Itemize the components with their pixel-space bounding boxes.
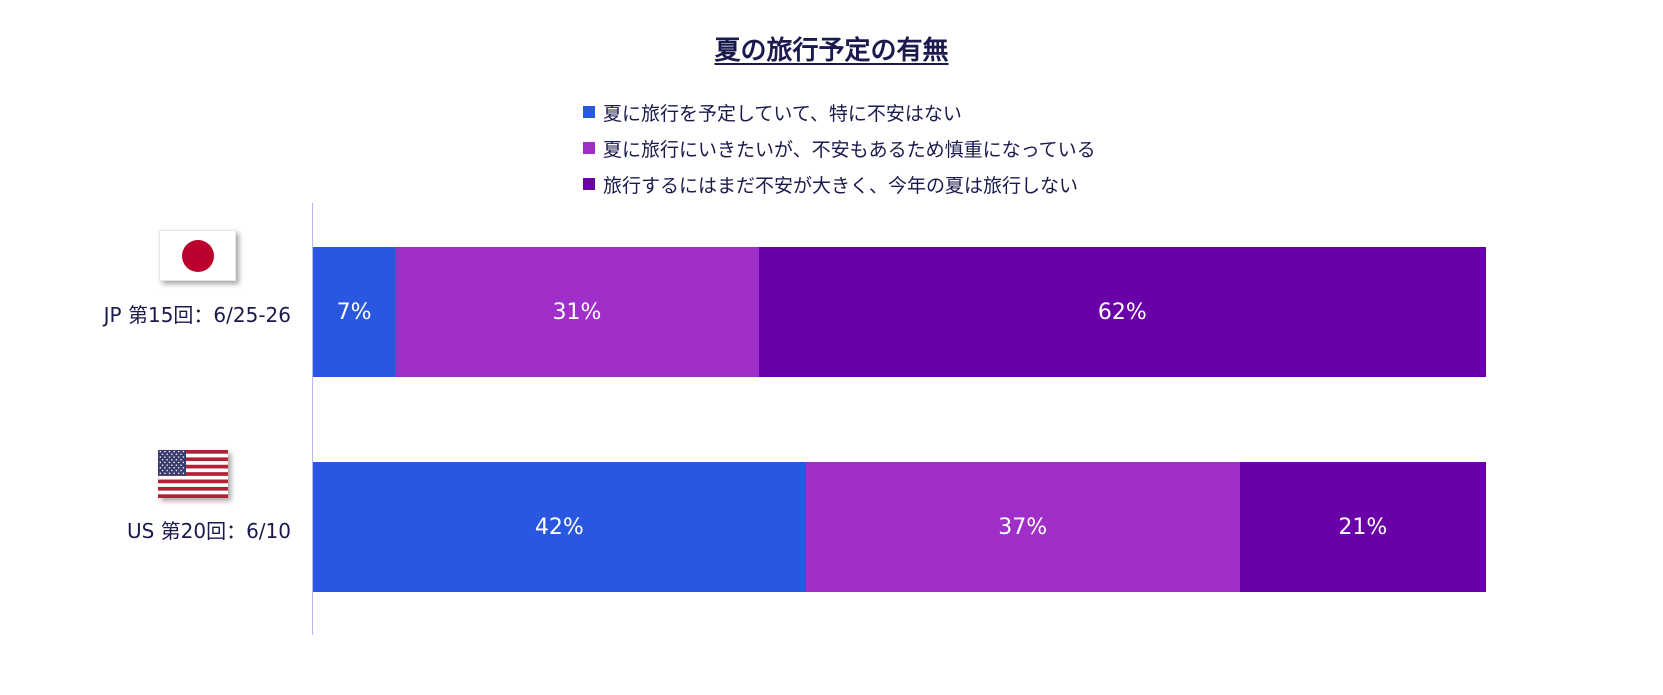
bar-segment-jp-2: 31% (395, 247, 759, 377)
data-label: 42% (534, 514, 584, 540)
japan-flag-icon (159, 230, 236, 281)
data-label: 21% (1338, 514, 1388, 540)
category-label-jp: JP 第15回：6/25-26 (103, 303, 291, 327)
legend-label-1: 夏に旅行を予定していて、特に不安はない (603, 102, 962, 125)
legend-swatch-1 (583, 106, 595, 118)
bar-segment-us-1: 42% (313, 462, 806, 592)
legend-item-2: 夏に旅行にいきたいが、不安もあるため慎重になっている (583, 130, 1096, 166)
bar-segment-jp-3: 62% (758, 247, 1486, 377)
legend-item-3: 旅行するにはまだ不安が大きく、今年の夏は旅行しない (583, 166, 1096, 202)
bar-segment-us-2: 37% (805, 462, 1240, 592)
bar-segment-jp-1: 7% (313, 247, 396, 377)
data-label: 31% (552, 299, 602, 325)
legend-label-3: 旅行するにはまだ不安が大きく、今年の夏は旅行しない (603, 174, 1079, 197)
legend-item-1: 夏に旅行を予定していて、特に不安はない (583, 94, 1096, 130)
legend-swatch-2 (583, 142, 595, 154)
bar-segment-us-3: 21% (1239, 462, 1486, 592)
data-label: 37% (998, 514, 1048, 540)
japan-flag-disc (182, 240, 214, 272)
us-flag-icon (158, 450, 228, 498)
legend-label-2: 夏に旅行にいきたいが、不安もあるため慎重になっている (603, 138, 1096, 161)
data-label: 7% (336, 299, 372, 325)
data-label: 62% (1097, 299, 1147, 325)
category-label-us: US 第20回：6/10 (126, 519, 291, 543)
legend-swatch-3 (583, 178, 595, 190)
legend: 夏に旅行を予定していて、特に不安はない 夏に旅行にいきたいが、不安もあるため慎重… (583, 94, 1096, 202)
chart-title: 夏の旅行予定の有無 (714, 36, 949, 66)
category-axis-line (312, 203, 313, 635)
